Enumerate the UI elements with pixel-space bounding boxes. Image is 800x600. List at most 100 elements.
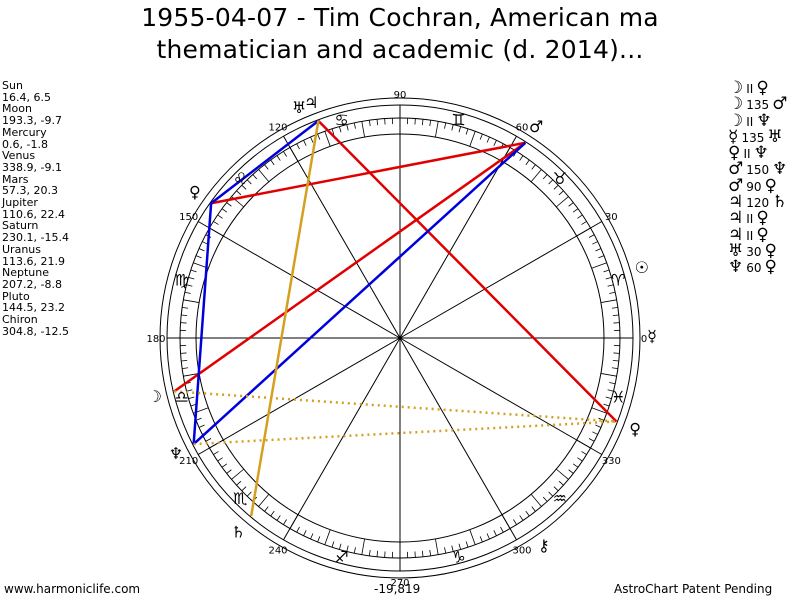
degree-tick bbox=[241, 184, 247, 190]
degree-tick bbox=[331, 128, 335, 135]
aspect-value: 135 bbox=[746, 98, 770, 113]
degree-tick bbox=[182, 306, 189, 309]
degree-tick bbox=[592, 431, 598, 435]
degree-tick bbox=[361, 121, 365, 138]
planet-glyph: ♃ bbox=[728, 192, 744, 213]
planet-list: Sun 16.4, 6.5 Moon 193.3, -9.7 Mercury 0… bbox=[2, 80, 69, 337]
house-spoke bbox=[399, 337, 517, 541]
degree-tick bbox=[186, 284, 193, 287]
aspect-row: ♂ 90 ♀ bbox=[728, 175, 787, 196]
zodiac-sign-glyph: ♐ bbox=[334, 547, 348, 566]
degree-tick bbox=[607, 284, 614, 287]
planet-glyph: ♂ bbox=[728, 159, 744, 180]
degree-tick bbox=[183, 299, 200, 303]
planet-name: Mercury bbox=[2, 125, 47, 139]
aspect-value: 120 bbox=[746, 196, 770, 211]
degree-tick bbox=[236, 480, 242, 486]
planet-glyph: ☽ bbox=[728, 110, 744, 131]
degree-tick bbox=[603, 269, 610, 273]
planet-name: Venus bbox=[2, 149, 36, 163]
degree-tick bbox=[451, 124, 454, 131]
degree-tick bbox=[198, 248, 205, 252]
degree-tick bbox=[324, 529, 331, 545]
degree-label: 90 bbox=[394, 90, 407, 101]
footer-center-value: -19,819 bbox=[374, 582, 421, 596]
degree-tick bbox=[283, 519, 287, 525]
degree-tick bbox=[421, 550, 424, 557]
degree-tick bbox=[605, 276, 612, 280]
degree-tick bbox=[572, 208, 579, 213]
planet-glyph-mercury: ☿ bbox=[647, 326, 657, 345]
outer-circle bbox=[159, 97, 641, 579]
degree-tick bbox=[213, 221, 219, 225]
planet-glyph-mars: ♂ bbox=[529, 117, 543, 136]
degree-label: 150 bbox=[179, 212, 198, 223]
planet-coords: 230.1, -15.4 bbox=[2, 231, 69, 245]
planet-coords: 57.3, 20.3 bbox=[2, 184, 58, 198]
degree-tick bbox=[469, 131, 476, 147]
zodiac-sign-glyph: ♎ bbox=[175, 387, 189, 406]
house-spoke bbox=[283, 135, 401, 339]
aspect-value: II bbox=[746, 114, 754, 129]
degree-label: 270 bbox=[390, 578, 409, 589]
planet-coords: 144.5, 23.2 bbox=[2, 301, 65, 315]
degree-tick bbox=[595, 424, 602, 428]
aspect-line-moon-venus bbox=[174, 390, 617, 423]
planet-name: Sun bbox=[2, 79, 23, 92]
degree-tick bbox=[531, 506, 536, 512]
degree-tick bbox=[486, 533, 490, 540]
aspect-row: ♅ 30 ♀ bbox=[728, 242, 787, 259]
aspect-line-neptune-venus bbox=[193, 420, 617, 446]
planet-coords: 110.6, 22.4 bbox=[2, 207, 65, 221]
degree-tick bbox=[553, 184, 559, 190]
degree-tick bbox=[591, 262, 607, 269]
degree-tick bbox=[519, 155, 524, 161]
degree-tick bbox=[353, 122, 356, 129]
degree-tick bbox=[368, 120, 371, 127]
aspect-list: ☽ II ♀ ☽ 135 ♂ ☽ II ♆ ☿ 135 ♅ ♀ II ♆ ♂ 150 ♆ ♂ 90 ♀ ♃ 1… bbox=[728, 80, 787, 276]
degree-tick bbox=[542, 496, 548, 502]
planet-glyph: ♄ bbox=[772, 192, 788, 213]
degree-tick bbox=[195, 417, 202, 421]
zodiac-sign-glyph: ♍ bbox=[175, 271, 189, 290]
degree-tick bbox=[568, 202, 574, 207]
planet-glyph-uranus: ♅ bbox=[292, 98, 306, 117]
degree-tick bbox=[525, 510, 530, 517]
degree-tick bbox=[296, 143, 300, 150]
aspect-row: ☿ 135 ♅ bbox=[728, 128, 787, 145]
degree-tick bbox=[612, 314, 619, 317]
degree-tick bbox=[605, 396, 612, 400]
zodiac-sign-glyph: ♓ bbox=[611, 387, 625, 406]
planet-name: Uranus bbox=[2, 242, 41, 256]
planet-glyph-venus: ♀ bbox=[629, 420, 641, 439]
degree-tick bbox=[465, 541, 469, 548]
degree-tick bbox=[519, 515, 524, 521]
degree-tick bbox=[588, 438, 595, 442]
aspect-row: ☽ 135 ♂ bbox=[728, 96, 787, 113]
degree-tick bbox=[231, 468, 244, 480]
degree-tick bbox=[530, 494, 542, 507]
degree-tick bbox=[421, 119, 424, 126]
degree-label: 210 bbox=[179, 456, 198, 467]
degree-tick bbox=[595, 248, 602, 252]
zodiac-sign-glyph: ♊ bbox=[451, 111, 465, 130]
aspect-lines bbox=[173, 119, 618, 517]
planet-coords: 304.8, -12.5 bbox=[2, 324, 69, 338]
degree-tick bbox=[241, 486, 247, 492]
degree-tick bbox=[310, 533, 314, 540]
planet-glyph: ♂ bbox=[728, 175, 744, 196]
degree-tick bbox=[353, 547, 356, 554]
degree-tick bbox=[458, 543, 462, 550]
degree-tick bbox=[226, 202, 232, 207]
zodiac-sign-glyph: ♈ bbox=[611, 271, 625, 290]
degree-tick bbox=[513, 519, 517, 525]
degree-tick bbox=[451, 545, 454, 552]
degree-tick bbox=[429, 549, 432, 556]
zodiac-glyphs: ♈ ♉ ♊ ♋ ♌ ♍ ♎ ♏ ♐ ♑ ♒ ♓ bbox=[175, 111, 626, 567]
aspect-row: ♃ II ♀ bbox=[728, 226, 787, 243]
degree-tick bbox=[276, 155, 281, 161]
degree-tick bbox=[469, 529, 476, 545]
degree-tick bbox=[493, 140, 497, 146]
degree-tick bbox=[182, 367, 189, 370]
degree-tick bbox=[558, 480, 564, 486]
